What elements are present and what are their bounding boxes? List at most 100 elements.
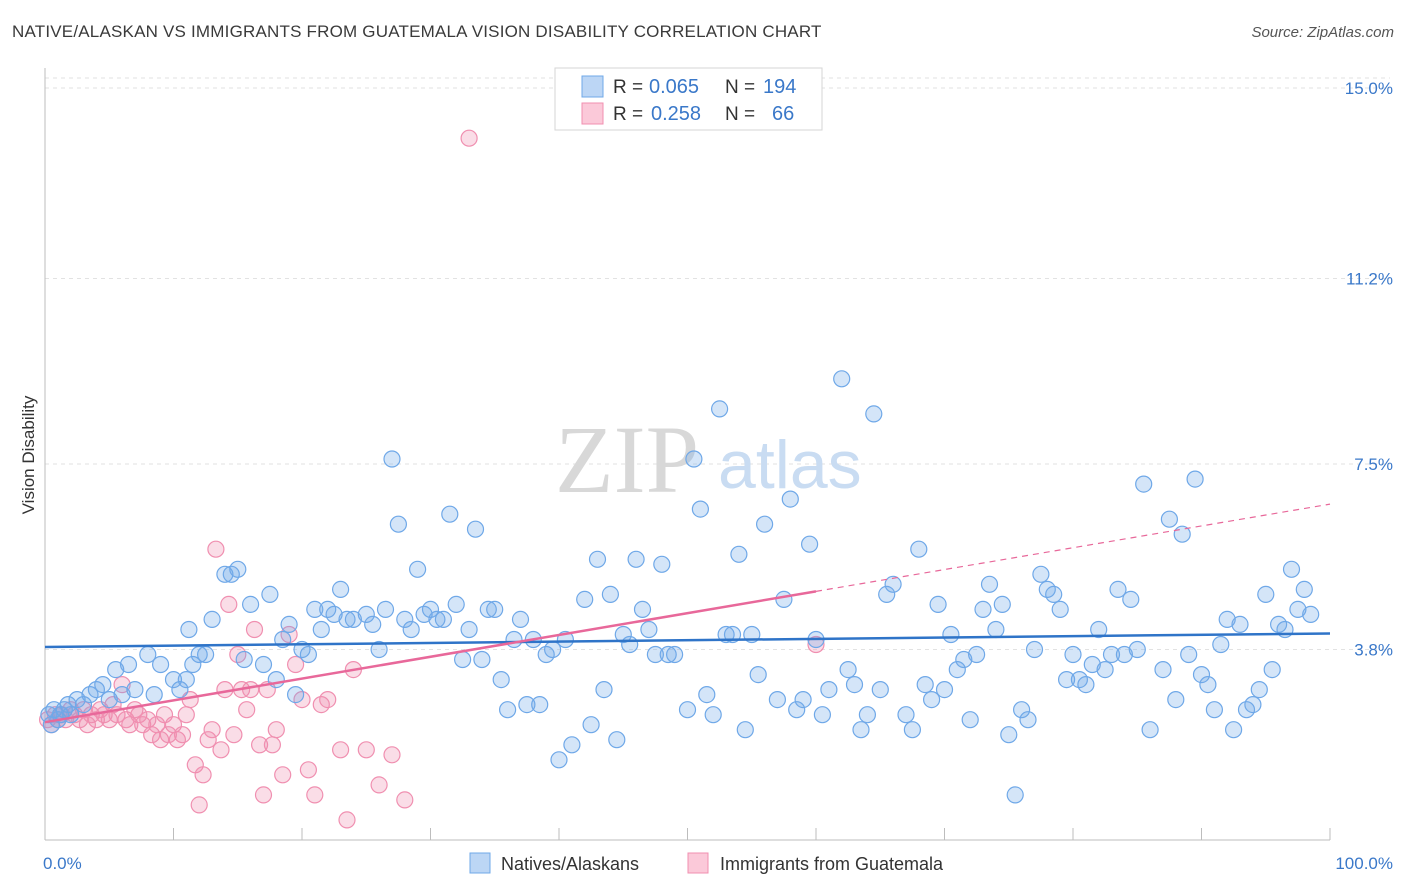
natives-point-181 <box>1244 695 1262 714</box>
natives-point-43 <box>312 620 330 639</box>
natives-point-48 <box>344 610 362 629</box>
natives-point-119 <box>833 370 851 388</box>
natives-point-159 <box>1096 660 1114 679</box>
natives-point-85 <box>595 680 613 699</box>
natives-point-169 <box>1167 690 1185 709</box>
natives-point-126 <box>878 585 896 604</box>
guatemala-point-47 <box>238 701 256 719</box>
natives-point-22 <box>171 680 189 699</box>
natives-point-57 <box>409 560 427 578</box>
natives-point-90 <box>627 550 645 568</box>
natives-point-128 <box>897 706 915 724</box>
natives-point-136 <box>948 660 966 679</box>
natives-point-94 <box>653 555 671 573</box>
natives-point-130 <box>910 540 928 558</box>
guatemala-point-31 <box>168 731 186 749</box>
legend-box: R = 0.065 N = 194 R = 0.258 N = 66 <box>554 67 823 131</box>
natives-point-158 <box>1090 620 1108 639</box>
bottom-legend: Natives/Alaskans Immigrants from Guatema… <box>469 852 944 874</box>
natives-point-12 <box>94 675 112 694</box>
trend-guatemala-solid <box>44 590 817 724</box>
natives-point-176 <box>1212 635 1230 654</box>
natives-point-111 <box>775 590 793 609</box>
natives-point-157 <box>1083 655 1101 674</box>
guatemala-point-48 <box>242 680 260 699</box>
guatemala-point-18 <box>113 675 131 694</box>
guatemala-point-51 <box>254 786 273 804</box>
guatemala-point-66 <box>357 741 375 759</box>
y-tick-labels: 3.8% 7.5% 11.2% 15.0% <box>1345 79 1393 659</box>
y-axis-label: Vision Disability <box>19 395 38 514</box>
natives-point-45 <box>325 605 343 624</box>
natives-point-36 <box>267 670 285 689</box>
natives-point-152 <box>1051 600 1069 619</box>
trend-natives <box>44 632 1331 649</box>
natives-point-109 <box>755 515 774 533</box>
natives-point-184 <box>1263 660 1281 679</box>
bottom-legend-guatemala[interactable]: Immigrants from Guatemala <box>720 854 944 874</box>
guatemala-point-67 <box>370 776 388 794</box>
natives-point-145 <box>1006 786 1024 804</box>
natives-point-106 <box>736 721 754 739</box>
natives-point-134 <box>935 680 954 699</box>
natives-point-179 <box>1231 615 1249 634</box>
natives-point-108 <box>749 665 767 684</box>
legend-n-label-natives: N = <box>725 77 755 98</box>
guatemala-point-49 <box>245 620 264 639</box>
natives-point-168 <box>1160 510 1179 528</box>
natives-point-17 <box>126 680 144 699</box>
natives-point-124 <box>865 405 883 423</box>
guatemala-point-54 <box>267 721 285 739</box>
natives-point-123 <box>858 706 877 724</box>
natives-point-162 <box>1115 645 1134 664</box>
natives-point-172 <box>1186 470 1204 488</box>
natives-point-174 <box>1199 675 1217 694</box>
guatemala-point-37 <box>194 766 212 784</box>
legend-r-label-guatemala: R = <box>613 104 643 125</box>
natives-point-112 <box>781 490 799 508</box>
natives-point-86 <box>601 585 620 604</box>
natives-point-81 <box>563 736 581 754</box>
trend-guatemala-dashed <box>815 503 1331 592</box>
natives-point-118 <box>820 680 838 699</box>
natives-point-133 <box>929 595 947 614</box>
natives-point-60 <box>428 610 446 629</box>
natives-point-131 <box>916 675 934 694</box>
legend-n-value-natives: 194 <box>763 76 796 98</box>
natives-point-156 <box>1077 675 1095 694</box>
natives-point-103 <box>717 625 735 644</box>
guatemala-point-55 <box>274 766 292 784</box>
natives-point-24 <box>180 620 198 639</box>
natives-point-51 <box>370 640 388 659</box>
watermark-zip: ZIP <box>555 406 699 513</box>
natives-point-147 <box>1019 711 1037 729</box>
natives-point-83 <box>582 716 600 734</box>
natives-point-15 <box>113 685 131 704</box>
natives-point-99 <box>691 500 710 518</box>
natives-point-154 <box>1064 645 1082 664</box>
natives-point-61 <box>434 610 452 629</box>
natives-point-88 <box>614 625 632 644</box>
natives-point-143 <box>993 595 1011 614</box>
guatemala-point-69 <box>396 791 414 809</box>
natives-point-68 <box>479 600 497 619</box>
series-natives-points <box>40 370 1320 804</box>
natives-point-53 <box>383 450 401 468</box>
natives-point-97 <box>678 701 697 719</box>
bottom-legend-natives[interactable]: Natives/Alaskans <box>501 854 639 874</box>
guatemala-point-63 <box>332 741 350 759</box>
series-guatemala-points <box>38 129 825 829</box>
guatemala-point-59 <box>299 761 317 779</box>
natives-point-49 <box>357 605 375 624</box>
natives-point-73 <box>511 610 530 629</box>
natives-point-132 <box>922 690 941 709</box>
natives-point-31 <box>229 560 247 578</box>
natives-point-161 <box>1109 580 1127 599</box>
natives-point-39 <box>287 685 305 704</box>
bottom-legend-swatch-guatemala <box>687 852 709 874</box>
natives-point-100 <box>698 685 716 704</box>
natives-point-163 <box>1122 590 1140 609</box>
source-label[interactable]: Source: ZipAtlas.com <box>1251 24 1394 41</box>
watermark-atlas: atlas <box>718 427 862 503</box>
natives-point-20 <box>152 655 170 674</box>
